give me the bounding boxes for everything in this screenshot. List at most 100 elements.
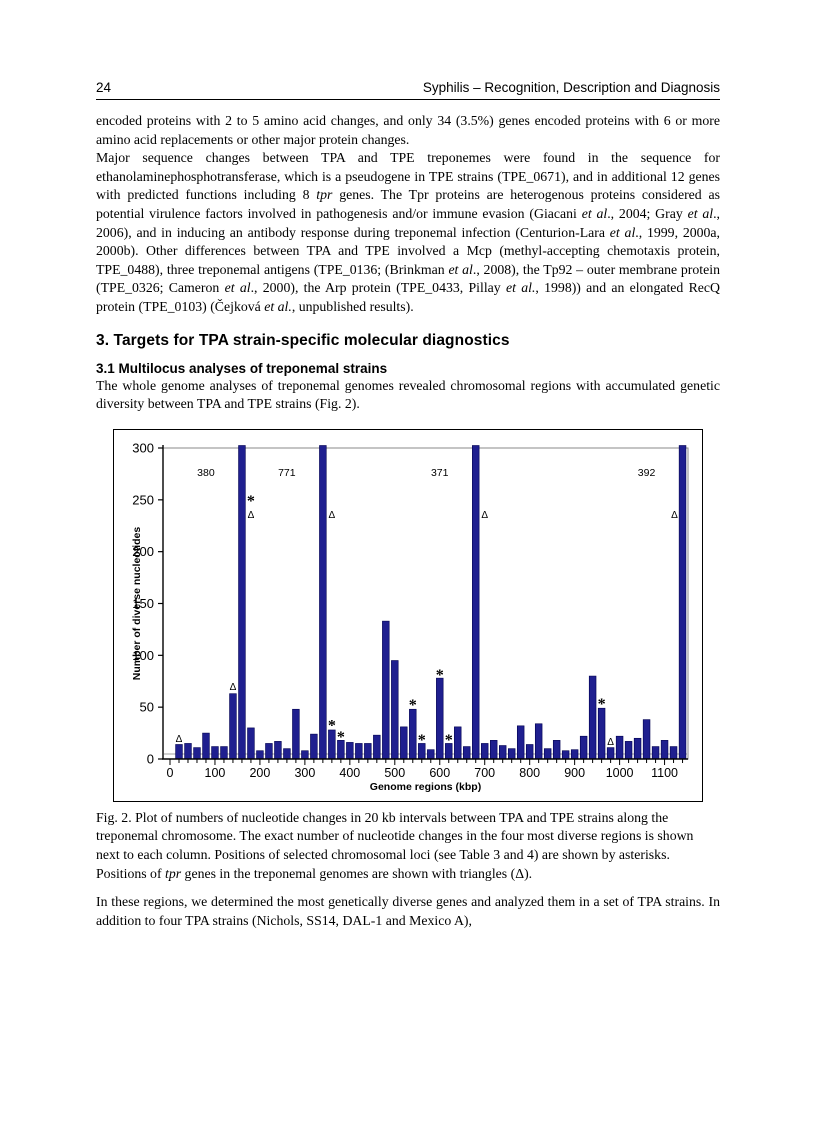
asterisk-marker: * <box>445 732 453 749</box>
italic-text: et al <box>609 224 636 240</box>
text-segment: Major sequence changes between TPA and T… <box>96 150 720 203</box>
paragraph-4: In these regions, we determined the most… <box>96 893 720 930</box>
italic-text: tpr <box>165 865 182 881</box>
x-tick-label: 500 <box>384 766 405 780</box>
italic-text: et al <box>448 261 473 277</box>
bar-500kbp <box>391 659 399 760</box>
bar-20kbp <box>175 743 183 760</box>
bar-600kbp <box>436 677 444 760</box>
figure-caption: Fig. 2. Plot of numbers of nucleotide ch… <box>96 809 720 883</box>
bar-300kbp <box>301 750 309 760</box>
italic-text: et al <box>224 280 251 296</box>
y-axis-title: Number of diverse nucleotides <box>131 526 143 680</box>
text-segment: ., 2004; Gray <box>607 205 688 221</box>
bar-260kbp <box>283 748 291 760</box>
bar-720kbp <box>490 739 498 760</box>
clipped-bar-value-label: 380 <box>197 467 215 479</box>
bar-60kbp <box>193 747 201 760</box>
x-tick-label: 100 <box>205 766 226 780</box>
bar-1000kbp <box>615 735 624 760</box>
clipped-bar-value-label: 771 <box>278 467 296 479</box>
x-tick-label: 1000 <box>606 766 634 780</box>
italic-text: et al <box>581 205 608 221</box>
bar-460kbp <box>373 734 381 760</box>
x-tick-label: 300 <box>294 766 315 780</box>
x-tick-label: 900 <box>564 766 585 780</box>
page-header: 24 Syphilis – Recognition, Description a… <box>96 80 720 100</box>
bar-1140kbp <box>678 444 687 760</box>
text-segment: ., 2006), and in inducing an antibody re… <box>96 205 720 240</box>
bar-900kbp <box>570 749 579 760</box>
asterisk-marker: * <box>247 492 255 509</box>
x-tick-label: 200 <box>249 766 270 780</box>
y-tick-label: 50 <box>140 699 154 714</box>
y-tick-label: 300 <box>132 440 154 455</box>
asterisk-marker: * <box>337 729 345 746</box>
bar-440kbp <box>364 742 372 760</box>
y-tick-label: 0 <box>147 751 154 766</box>
bar-220kbp <box>265 742 273 760</box>
bar-780kbp <box>516 725 525 760</box>
bar-1080kbp <box>651 745 660 760</box>
text-segment: , unpublished results). <box>291 298 414 314</box>
bar-chart: 0 100 200 300 400 500 600 700 800 900 1000 1100 0 50 1… <box>131 440 689 793</box>
bar-400kbp <box>346 741 354 760</box>
bar-180kbp <box>247 727 255 760</box>
page-number: 24 <box>96 80 112 95</box>
bar-240kbp <box>274 740 282 760</box>
italic-text: tpr <box>316 187 333 203</box>
page-content: encoded proteins with 2 to 5 amino acid … <box>96 112 720 930</box>
y-tick-label: 200 <box>132 544 154 559</box>
bar-320kbp <box>310 733 318 760</box>
section-heading: 3. Targets for TPA strain-specific molec… <box>96 331 510 349</box>
bar-420kbp <box>355 742 363 760</box>
text-segment: Fig. 2. Plot of numbers of nucleotide ch… <box>96 809 694 881</box>
bar-820kbp <box>534 723 543 760</box>
bar-940kbp <box>588 675 597 760</box>
running-title: Syphilis – Recognition, Description and … <box>422 80 720 95</box>
text-segment: ., 2008), the Tp92 – outer membrane prot… <box>96 261 720 296</box>
bar-540kbp <box>409 708 417 760</box>
bar-840kbp <box>543 748 552 760</box>
bar-280kbp <box>292 708 300 760</box>
x-tick-label: 400 <box>339 766 360 780</box>
text-segment: The whole genome analyses of treponemal … <box>96 377 720 412</box>
bar-880kbp <box>561 750 570 760</box>
asterisk-marker: * <box>436 667 444 684</box>
bar-980kbp <box>606 747 615 760</box>
clipped-bar-value-label: 371 <box>431 467 449 479</box>
bar-640kbp <box>454 726 462 760</box>
bar-660kbp <box>463 745 471 760</box>
asterisk-marker: * <box>409 697 417 714</box>
bar-120kbp <box>220 745 228 760</box>
bar-580kbp <box>427 749 435 760</box>
bar-80kbp <box>202 732 210 760</box>
x-tick-label: 1100 <box>651 766 678 780</box>
bar-920kbp <box>579 735 588 760</box>
triangle-marker: Δ <box>607 737 614 748</box>
bar-1040kbp <box>633 737 642 760</box>
triangle-marker: Δ <box>671 510 678 521</box>
text-segment: , 1998)) and an elongated RecQ protein (… <box>96 280 721 314</box>
text-segment: encoded proteins with 2 to 5 amino acid … <box>96 113 720 147</box>
x-tick-label: 800 <box>519 766 540 780</box>
bar-1120kbp <box>669 745 678 760</box>
bar-800kbp <box>525 743 534 760</box>
bar-700kbp <box>481 742 489 760</box>
triangle-marker: Δ <box>329 510 336 521</box>
paragraph-2: Major sequence changes between TPA and T… <box>96 149 720 316</box>
x-tick-label: 700 <box>474 766 495 780</box>
asterisk-marker: * <box>418 732 426 749</box>
triangle-marker: Δ <box>248 510 255 521</box>
x-tick-label: 600 <box>429 766 450 780</box>
italic-text: et al. <box>505 280 536 296</box>
y-tick-label: 100 <box>132 648 154 663</box>
bar-100kbp <box>211 745 219 760</box>
bar-1020kbp <box>624 740 633 760</box>
paragraph-1: encoded proteins with 2 to 5 amino acid … <box>96 112 720 149</box>
bar-740kbp <box>499 744 507 760</box>
y-tick-label: 150 <box>132 596 154 611</box>
bar-1060kbp <box>642 719 651 760</box>
bar-760kbp <box>507 748 516 760</box>
text-segment: ., 2000), the Arp protein (TPE_0433, Pil… <box>250 280 506 296</box>
